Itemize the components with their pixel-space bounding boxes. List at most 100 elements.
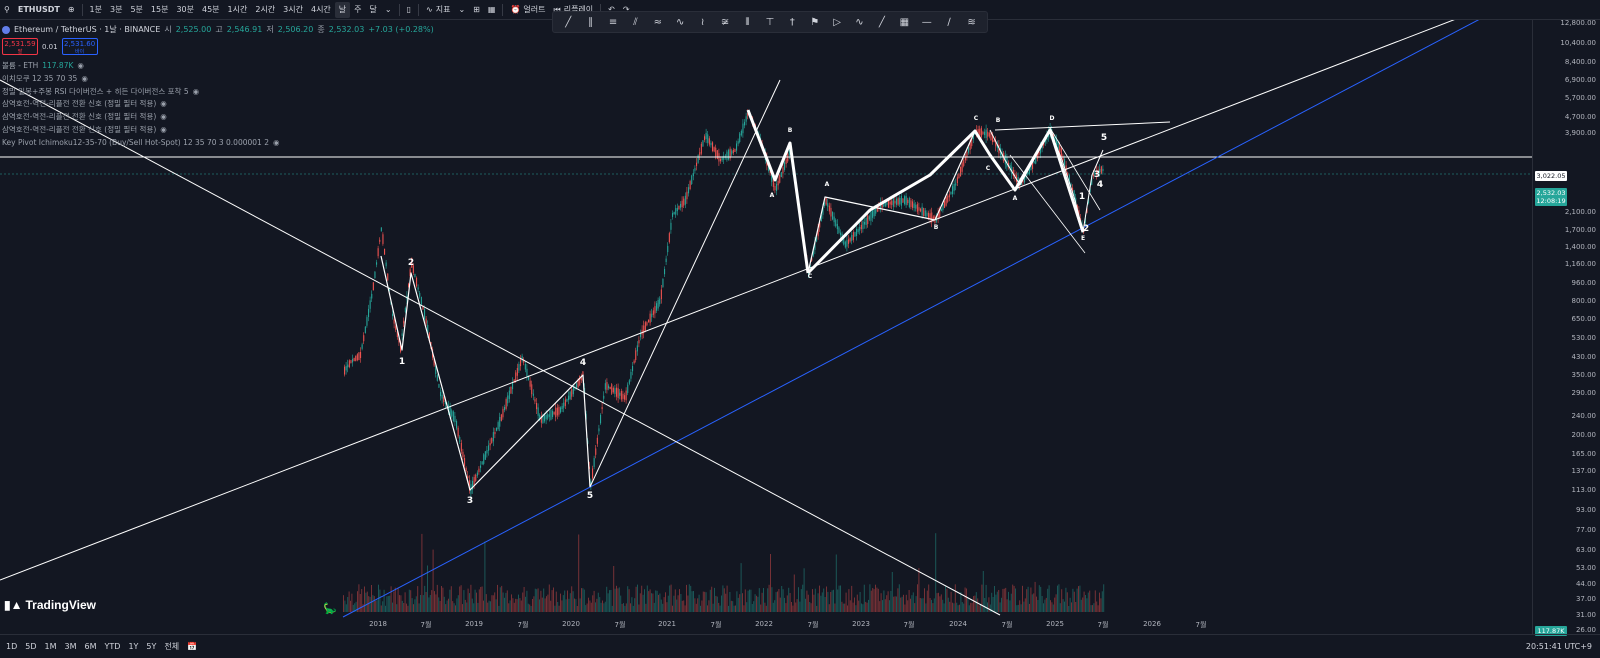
- undo-icon[interactable]: ↶: [608, 5, 615, 14]
- indicator-row[interactable]: 정밀 일봉+주봉 RSI 다이버전스 + 히든 다이버전스 포착 5 ◉: [2, 86, 280, 99]
- range-button[interactable]: 5Y: [146, 642, 157, 651]
- cycle-icon[interactable]: ≆: [720, 16, 730, 28]
- volume-bar: [705, 592, 707, 612]
- replay-button[interactable]: ⏮ 리플레이: [550, 2, 598, 18]
- visibility-eye-icon[interactable]: ◉: [272, 137, 280, 147]
- interval-button[interactable]: 3분: [110, 5, 123, 14]
- pitchfork-icon[interactable]: ⫽: [633, 16, 638, 28]
- candles-icon[interactable]: ▯: [406, 5, 412, 14]
- volume-bar: [641, 585, 643, 612]
- compare-add-icon[interactable]: ⊕: [67, 5, 75, 14]
- volume-bar: [980, 603, 981, 612]
- range-button[interactable]: YTD: [104, 642, 121, 651]
- calendar-icon[interactable]: 📅: [187, 642, 198, 651]
- visibility-eye-icon[interactable]: ◉: [81, 73, 88, 83]
- volume-bar: [981, 584, 983, 612]
- interval-button[interactable]: 날: [334, 1, 351, 18]
- hline-icon[interactable]: —: [921, 16, 932, 28]
- volume-bar: [814, 588, 816, 612]
- candle-body: [1036, 154, 1038, 159]
- candle-body: [964, 156, 966, 161]
- candle-body: [612, 387, 614, 393]
- templates-icon[interactable]: ⊞: [473, 5, 480, 14]
- arrow-icon[interactable]: ▷: [833, 16, 841, 28]
- interval-button[interactable]: 달: [369, 5, 377, 14]
- price-axis[interactable]: 3,022.05 2,532.03 12:08:19 117.87K 12,800…: [1532, 19, 1600, 636]
- interval-button[interactable]: 1시간: [227, 5, 248, 14]
- interval-button[interactable]: 5분: [130, 5, 143, 14]
- indicator-row[interactable]: 이치모쿠 12 35 70 35 ◉: [2, 73, 280, 86]
- volume-bar: [628, 589, 630, 612]
- volume-bar: [957, 605, 959, 612]
- interval-button[interactable]: 2시간: [255, 5, 276, 14]
- visibility-eye-icon[interactable]: ◉: [160, 112, 167, 122]
- time-axis[interactable]: 2018 7월 2019 7월 2020 7월 2021 7월 2022 7월 2023 7월 2024…: [0, 618, 1532, 632]
- interval-button[interactable]: 45분: [202, 5, 220, 14]
- visibility-eye-icon[interactable]: ◉: [77, 61, 84, 70]
- measure-icon[interactable]: ⊤: [765, 16, 775, 28]
- sell-button[interactable]: 2,531.59 팔: [2, 38, 38, 55]
- time-tick: 7월: [710, 621, 722, 629]
- brush-icon[interactable]: ≋: [967, 16, 976, 28]
- symbol-search[interactable]: ETHUSDT: [17, 5, 60, 14]
- range-button[interactable]: 1M: [44, 642, 57, 651]
- layout-icon[interactable]: ▦: [487, 5, 496, 14]
- visibility-eye-icon[interactable]: ◉: [160, 124, 167, 134]
- indicator-row[interactable]: 삼역호전-역전-리플전 전환 신호 (정밀 필터 적용) ◉: [2, 98, 280, 111]
- interval-button[interactable]: 3시간: [283, 5, 303, 14]
- visibility-eye-icon[interactable]: ◉: [160, 99, 167, 109]
- volume-bar: [785, 603, 787, 612]
- volume-bar: [1043, 603, 1044, 612]
- candle-body: [745, 116, 747, 122]
- volume-bar: [536, 589, 538, 612]
- alert-button[interactable]: ⏰ 얼러트: [506, 2, 549, 18]
- path-icon[interactable]: ∿: [855, 16, 864, 28]
- indicator-row[interactable]: Key Pivot Ichimoku12-35-70 (Buy/Sell Hot…: [2, 137, 280, 150]
- range-button[interactable]: 5D: [25, 642, 37, 651]
- range-button[interactable]: 1D: [6, 642, 18, 651]
- chevron-down-icon[interactable]: ⌄: [384, 5, 392, 14]
- range-button[interactable]: 전체: [164, 642, 180, 651]
- interval-button[interactable]: 15분: [150, 5, 169, 14]
- channel-icon[interactable]: ∥: [588, 16, 594, 28]
- volume-bar: [480, 587, 482, 612]
- line-icon[interactable]: ∕: [947, 16, 951, 28]
- interval-button[interactable]: 4시간: [310, 5, 331, 14]
- trendline-icon[interactable]: ╱: [565, 16, 572, 28]
- cross-icon[interactable]: †: [789, 16, 795, 28]
- table-icon[interactable]: ▦: [899, 16, 910, 28]
- clock[interactable]: 20:51:41 UTC+9: [1525, 642, 1592, 651]
- interval-button[interactable]: 주: [354, 5, 362, 14]
- candle-body: [820, 214, 822, 222]
- indicator-row[interactable]: 볼륨 - ETH 117.87K ◉: [2, 60, 280, 73]
- redo-icon[interactable]: ↷: [622, 5, 630, 14]
- interval-button[interactable]: 30분: [176, 5, 194, 14]
- gann-icon[interactable]: ⦀: [745, 16, 750, 28]
- indicator-row[interactable]: 삼역호전-역전-리플전 전환 신호 (정밀 필터 적용) ◉: [2, 111, 280, 124]
- symbol-description[interactable]: Ethereum / TetherUS · 1날 · BINANCE: [14, 25, 161, 34]
- spread-value: 0.01: [42, 42, 58, 51]
- indicators-button[interactable]: ∿ 지표: [422, 2, 454, 18]
- wave-icon[interactable]: ∿: [676, 16, 685, 28]
- range-button[interactable]: 3M: [64, 642, 77, 651]
- flag-icon[interactable]: ⚑: [810, 16, 820, 28]
- indicator-row[interactable]: 삼역호전-역전-리플전 전환 신호 (정밀 필터 적용) ◉: [2, 124, 280, 137]
- volume-bar: [527, 603, 529, 612]
- range-button[interactable]: 1Y: [128, 642, 139, 651]
- fib-icon[interactable]: ≡: [608, 16, 618, 28]
- interval-button[interactable]: 1분: [89, 5, 102, 14]
- visibility-eye-icon[interactable]: ◉: [192, 86, 200, 96]
- buy-button[interactable]: 2,531.60 바이: [61, 38, 98, 55]
- candle-body: [420, 296, 422, 306]
- search-icon[interactable]: ⚲: [4, 5, 10, 14]
- volume-bar: [862, 604, 864, 612]
- volume-bar: [740, 563, 742, 612]
- elliott-icon[interactable]: ≀: [700, 16, 705, 28]
- ray-icon[interactable]: ╱: [878, 16, 885, 28]
- volume-bar: [841, 601, 843, 612]
- range-button[interactable]: 6M: [84, 642, 97, 651]
- pattern-icon[interactable]: ≈: [653, 16, 663, 28]
- chevron-down-icon[interactable]: ⌄: [458, 5, 466, 14]
- candle-body: [827, 203, 829, 207]
